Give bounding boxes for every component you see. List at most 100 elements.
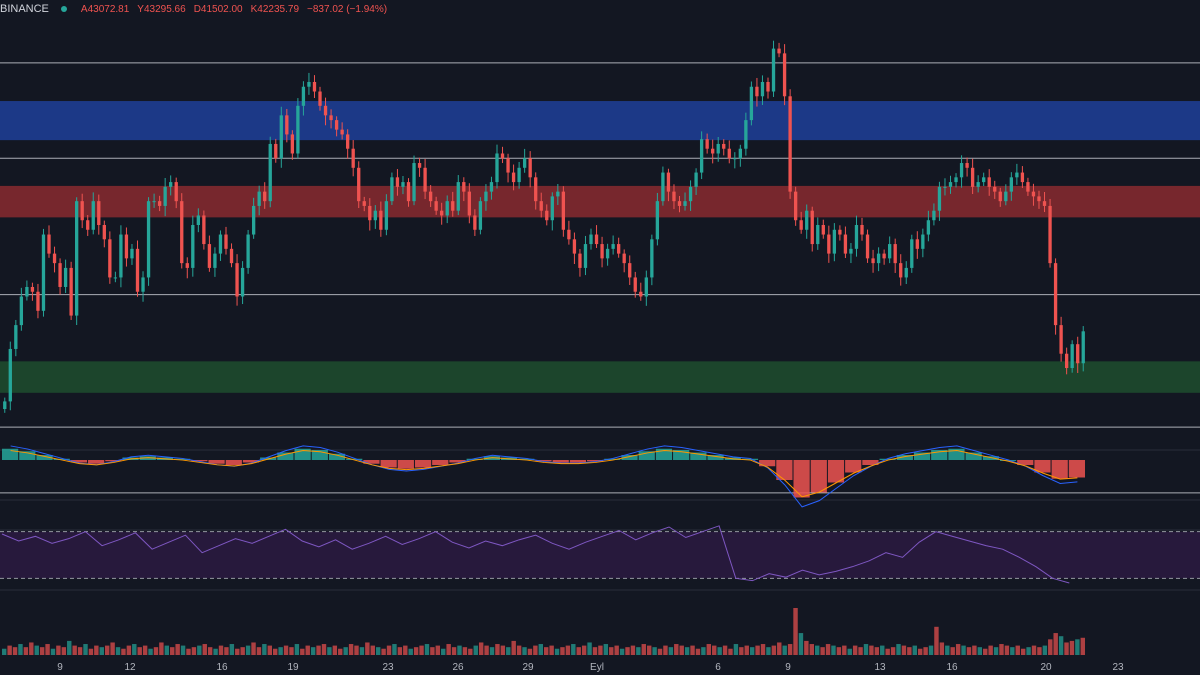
candle-body — [744, 120, 748, 149]
volume-bar — [712, 645, 717, 655]
candle-body — [97, 201, 101, 225]
x-tick-label: Eyl — [590, 662, 604, 673]
volume-bar — [684, 647, 690, 655]
volume-bar — [641, 644, 646, 655]
volume-bar — [749, 647, 755, 655]
volume-bar — [874, 647, 880, 655]
volume-bar — [744, 645, 749, 655]
volume-bar — [441, 648, 446, 655]
macd-histogram-bar — [397, 460, 414, 469]
volume-bar — [609, 647, 614, 655]
volume-bar — [12, 647, 18, 655]
volume-bar — [338, 648, 343, 655]
volume-bar — [256, 647, 262, 655]
candle-body — [722, 143, 726, 149]
macd-histogram-bar — [105, 460, 122, 462]
volume-bar — [587, 642, 592, 655]
macd-histogram-bar — [741, 458, 759, 460]
rsi-line — [1, 525, 1070, 584]
volume-bar — [646, 645, 652, 655]
candle-body — [368, 205, 372, 221]
candle-body — [1020, 172, 1025, 183]
candle-body — [539, 201, 543, 211]
macd-histogram-bar — [879, 458, 896, 460]
macd-histogram-bar — [174, 458, 191, 460]
volume-bar — [224, 647, 229, 655]
zone-support — [0, 361, 1200, 393]
candle-body — [312, 81, 317, 92]
volume-bar — [29, 642, 34, 655]
candle-body — [334, 120, 339, 130]
candle-body — [959, 163, 964, 178]
volume-bar — [273, 648, 278, 655]
candle-body — [1070, 344, 1074, 369]
volume-bar — [571, 644, 576, 655]
volume-bar — [701, 647, 706, 655]
macd-histogram-bar — [328, 453, 346, 460]
macd-histogram-bar — [913, 452, 931, 460]
volume-bar — [45, 644, 50, 655]
volume-bar — [245, 645, 251, 655]
volume-bar — [630, 645, 636, 655]
candle-body — [755, 86, 759, 97]
macd-histogram-bar — [827, 460, 845, 483]
volume-bar — [392, 644, 397, 655]
volume-bar — [928, 645, 934, 655]
macd-histogram-bar — [965, 452, 982, 460]
candle-body — [1064, 353, 1069, 369]
volume-bar — [77, 647, 83, 655]
candle-body — [716, 143, 720, 154]
volume-bar — [544, 647, 549, 655]
candle-body — [816, 225, 820, 245]
candle-body — [434, 201, 438, 211]
volume-bar — [506, 647, 511, 655]
volume-bar — [419, 645, 424, 655]
candle-body — [644, 277, 648, 297]
candle-body — [484, 191, 488, 202]
volume-bar — [901, 645, 907, 655]
macd-histogram-bar — [552, 460, 569, 463]
candle-body — [58, 263, 62, 287]
volume-bar — [863, 644, 869, 655]
macd-histogram-bar — [1051, 460, 1068, 479]
volume-bar — [213, 648, 218, 655]
candle-body — [738, 148, 742, 159]
volume-bar — [343, 647, 348, 655]
candle-body — [274, 143, 278, 159]
volume-bar — [527, 648, 533, 655]
volume-bar — [39, 647, 45, 655]
volume-bar — [397, 647, 403, 655]
volume-bar — [825, 644, 831, 655]
volume-bar — [533, 645, 538, 655]
candle-body — [805, 210, 809, 230]
candle-body — [567, 229, 571, 240]
candle-body — [307, 81, 311, 87]
candle-body — [976, 182, 980, 187]
volume-bar — [142, 645, 148, 655]
candle-body — [1048, 205, 1052, 264]
volume-bar — [300, 648, 305, 655]
macd-histogram-bar — [346, 458, 363, 460]
volume-bar — [999, 644, 1004, 655]
volume-bar — [717, 647, 722, 655]
candle-body — [793, 191, 798, 221]
candle-body — [1076, 344, 1080, 364]
volume-bar — [516, 645, 522, 655]
candle-body — [36, 291, 40, 311]
volume-bar — [619, 648, 625, 655]
volume-bar — [229, 644, 235, 655]
volume-bar — [484, 645, 489, 655]
macd-histogram-bar — [19, 451, 36, 460]
volume-bar — [934, 626, 939, 655]
candle-body — [169, 182, 173, 187]
candle-body — [25, 286, 29, 297]
candle-body — [694, 172, 698, 187]
volume-bar — [359, 647, 365, 655]
candle-body — [124, 234, 129, 259]
volume-bar — [289, 647, 294, 655]
candle-body — [888, 244, 892, 259]
volume-bar — [294, 644, 300, 655]
macd-histogram-bar — [982, 456, 999, 460]
volume-bar — [72, 645, 77, 655]
candle-body — [893, 244, 897, 264]
